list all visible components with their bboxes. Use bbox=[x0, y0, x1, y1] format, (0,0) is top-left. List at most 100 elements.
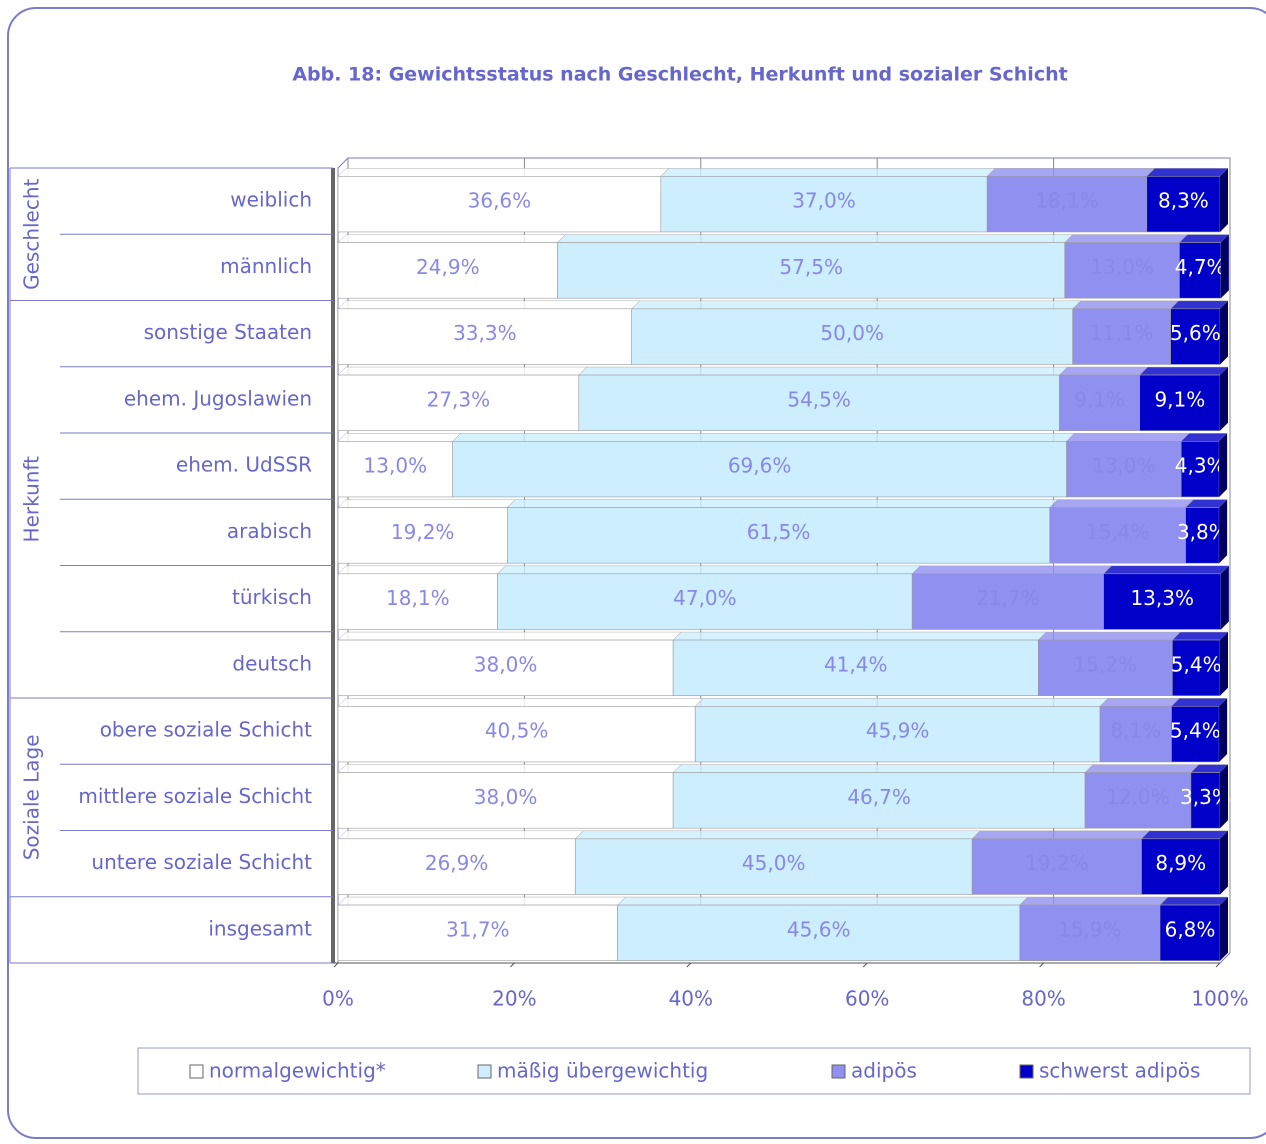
bar-top bbox=[1019, 896, 1169, 906]
value-label: 5,6% bbox=[1170, 321, 1221, 345]
tick-mark bbox=[333, 962, 339, 968]
value-label: 13,0% bbox=[1092, 454, 1156, 478]
bar-segment bbox=[694, 705, 1101, 763]
bar-segment bbox=[497, 573, 913, 630]
bar-top bbox=[337, 300, 641, 310]
bar-top bbox=[337, 234, 567, 243]
tick-mark bbox=[510, 962, 515, 968]
value-label: 33,3% bbox=[453, 321, 517, 345]
value-label: 54,5% bbox=[787, 387, 851, 411]
bar-side bbox=[1220, 565, 1229, 630]
bar-segment bbox=[337, 904, 618, 961]
value-label: 47,0% bbox=[673, 586, 737, 610]
bar-top bbox=[1170, 698, 1228, 707]
bar-top bbox=[497, 565, 921, 575]
bar-top bbox=[337, 366, 588, 376]
bar-top bbox=[1072, 300, 1180, 310]
bar-top bbox=[1064, 234, 1189, 243]
value-label: 15,9% bbox=[1058, 917, 1122, 941]
bar-segment bbox=[1019, 904, 1161, 961]
bar-top bbox=[1102, 565, 1230, 575]
value-label: 19,2% bbox=[391, 520, 455, 544]
bar-top bbox=[1178, 234, 1230, 243]
value-label: 61,5% bbox=[747, 520, 811, 544]
value-label: 4,3% bbox=[1175, 454, 1226, 478]
bar-segment bbox=[337, 308, 633, 365]
bar-top bbox=[557, 234, 1074, 243]
legend-swatch bbox=[831, 1064, 846, 1079]
bar-segment bbox=[1172, 639, 1221, 696]
bar-side bbox=[1220, 168, 1228, 232]
bar-top bbox=[337, 565, 507, 575]
value-label: 31,7% bbox=[446, 917, 510, 941]
bar-segment bbox=[1049, 507, 1186, 564]
bar-segment bbox=[1171, 705, 1220, 763]
bar-segment bbox=[337, 374, 580, 431]
bar-segment bbox=[557, 242, 1066, 299]
bar-segment bbox=[1103, 573, 1222, 630]
y-tick-label: ehem. UdSSR bbox=[176, 453, 312, 477]
bar-segment bbox=[1190, 772, 1221, 829]
bar-segment bbox=[337, 838, 576, 895]
bar-top bbox=[337, 896, 627, 906]
bar-side bbox=[1219, 433, 1228, 497]
value-label: 13,0% bbox=[364, 454, 428, 478]
bar-segment bbox=[1059, 374, 1141, 431]
bar-side bbox=[1219, 499, 1228, 564]
bar-segment bbox=[1072, 308, 1171, 365]
bar-segment bbox=[337, 573, 498, 630]
value-label: 18,1% bbox=[1035, 189, 1099, 213]
bar-segment bbox=[452, 440, 1067, 498]
bar-segment bbox=[986, 176, 1148, 233]
y-tick-label: männlich bbox=[220, 254, 312, 278]
bar-segment bbox=[1038, 639, 1173, 696]
bar-top bbox=[616, 896, 1029, 906]
bar-top bbox=[1180, 433, 1228, 442]
value-label: 57,5% bbox=[779, 255, 843, 279]
value-label: 19,2% bbox=[1025, 851, 1089, 875]
bar-top bbox=[337, 631, 682, 641]
x-tick-label: 40% bbox=[669, 987, 713, 1011]
y-tick-label: insgesamt bbox=[208, 916, 312, 940]
bar-segment bbox=[1185, 507, 1220, 564]
bar-segment bbox=[631, 308, 1074, 365]
bar-top bbox=[337, 698, 704, 707]
value-label: 41,4% bbox=[824, 652, 888, 676]
value-label: 13,3% bbox=[1130, 586, 1194, 610]
bar-top bbox=[971, 830, 1151, 840]
legend bbox=[137, 1047, 1251, 1095]
bar-segment bbox=[911, 573, 1104, 630]
bar-segment bbox=[617, 904, 1021, 961]
y-tick-label: sonstige Staaten bbox=[144, 320, 312, 344]
bar-top bbox=[672, 764, 1094, 773]
value-label: 21,7% bbox=[976, 586, 1040, 610]
group-label: Geschlecht bbox=[20, 178, 44, 289]
legend-label: schwerst adipös bbox=[1039, 1059, 1200, 1083]
bar-segment bbox=[660, 176, 988, 233]
bar-top bbox=[1099, 698, 1181, 707]
bar-segment bbox=[1170, 308, 1221, 365]
value-label: 38,0% bbox=[474, 785, 538, 809]
legend-swatch bbox=[477, 1064, 492, 1079]
bar-side bbox=[1220, 367, 1228, 431]
x-tick-label: 100% bbox=[1191, 987, 1248, 1011]
chart-title: Abb. 18: Gewichtsstatus nach Geschlecht,… bbox=[292, 64, 1067, 86]
bar-side bbox=[1219, 698, 1228, 762]
bar-side bbox=[1220, 632, 1228, 696]
tick-mark bbox=[1039, 962, 1044, 968]
bar-segment bbox=[1141, 838, 1221, 895]
value-label: 15,4% bbox=[1086, 520, 1150, 544]
y-tick-label: türkisch bbox=[232, 585, 312, 609]
x-tick-label: 20% bbox=[492, 987, 536, 1011]
bar-segment bbox=[1064, 242, 1180, 299]
value-label: 40,5% bbox=[485, 719, 549, 743]
bar-top bbox=[1049, 499, 1195, 508]
bar-top bbox=[452, 433, 1076, 442]
value-label: 8,3% bbox=[1158, 189, 1209, 213]
y-tick-label: arabisch bbox=[227, 519, 312, 543]
value-label: 50,0% bbox=[820, 321, 884, 345]
bar-segment bbox=[672, 772, 1086, 829]
bar-top bbox=[1139, 366, 1229, 376]
value-label: 36,6% bbox=[468, 189, 532, 213]
